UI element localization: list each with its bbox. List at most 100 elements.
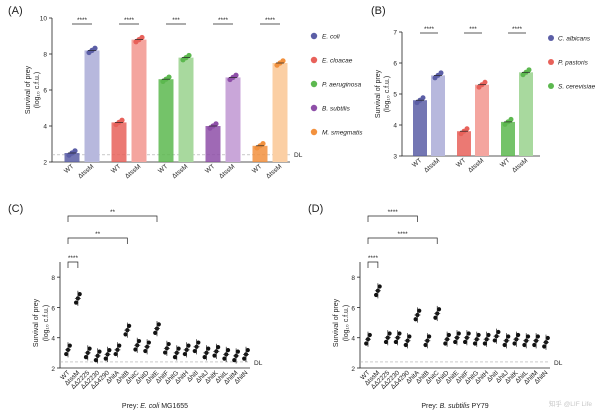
panel-b-legend-marker	[548, 35, 554, 41]
panel-c-prey-prefix: Prey:	[122, 403, 140, 410]
panel-a-legend-entry: P. aeruginosa	[322, 82, 362, 89]
panel-d-prey-caption: Prey: B. subtilis PY79	[421, 403, 488, 410]
panel-d-sig-label: ****	[368, 255, 379, 262]
panel-c-point	[117, 343, 122, 348]
panel-c-point	[172, 354, 178, 360]
panel-a-legend-marker	[310, 32, 318, 40]
panel-d-point	[417, 308, 422, 313]
panel-c-sig-label: **	[95, 231, 101, 238]
panel-b-legend-entry: C. albicans	[558, 36, 591, 43]
panel-a-legend-marker	[310, 104, 318, 112]
panel-a-sig-label: ****	[218, 17, 229, 24]
panel-d-ylabel-unit: (log₁₀ c.f.u.)	[343, 305, 350, 341]
panel-a-point	[280, 58, 286, 64]
panel-b-sig-label: ***	[469, 26, 477, 33]
panel-a-label: (A)	[8, 5, 23, 17]
panel-b-label: (B)	[371, 5, 386, 17]
panel-a-ytick-label: 8	[43, 52, 47, 59]
panel-b-legend-marker	[548, 83, 554, 89]
panel-d-label: (D)	[308, 203, 323, 215]
panel-b-point	[438, 70, 444, 76]
panel-d-point	[427, 334, 432, 339]
panel-c-point	[182, 351, 187, 357]
panel-a-legend-entry: B. subtilis	[322, 106, 351, 113]
panel-b-bar	[501, 121, 515, 156]
panel-c-point	[97, 349, 102, 354]
panel-b-xtick-label: ΔtssM	[511, 157, 529, 174]
panel-a-sig-label: ***	[172, 17, 180, 24]
panel-d-point	[387, 331, 392, 336]
panel-a-ytick-label: 2	[43, 160, 47, 167]
panel-c-point	[225, 348, 231, 353]
panel-c-sig-label: **	[110, 209, 116, 216]
panel-b-point	[464, 126, 470, 132]
panel-d-point	[496, 329, 501, 335]
panel-c-point	[83, 354, 89, 360]
panel-c-sig-bracket	[67, 237, 128, 244]
panel-c-point	[127, 323, 132, 329]
panel-c-point	[103, 356, 108, 361]
panel-d-sig-label: ****	[388, 209, 399, 216]
panel-a-xtick-label: ΔtssM	[218, 163, 236, 180]
panel-c-point	[87, 346, 92, 351]
panel-c-prey-species: E. coli	[140, 403, 160, 410]
panel-d-point	[502, 342, 507, 348]
panel-d-sig-bracket	[367, 237, 438, 244]
panel-d-point	[482, 341, 487, 346]
panel-c-point	[162, 350, 168, 355]
panel-b-xtick-label: WT	[411, 157, 423, 169]
panel-a-sig-label: ****	[77, 17, 88, 24]
panel-b-legend-marker	[548, 59, 554, 65]
panel-d-point	[433, 315, 438, 320]
panel-c-point	[143, 348, 148, 354]
panel-b-point	[420, 95, 426, 101]
panel-c-ylabel: Survival of prey	[33, 298, 40, 347]
panel-d-sig-bracket	[367, 215, 418, 222]
panel-d-point	[393, 339, 398, 345]
panel-a-legend-entry: E. coli	[322, 34, 340, 41]
panel-b-point	[508, 116, 514, 122]
panel-a-xtick-label: ΔtssM	[171, 163, 189, 180]
panel-d-point	[535, 334, 541, 339]
panel-b-ylabel: Survival of prey	[375, 69, 382, 118]
panel-a-legend-entry: M. smegmatis	[322, 130, 363, 137]
panel-d-point	[383, 339, 389, 345]
panel-d-point	[373, 292, 379, 298]
panel-b-ytick-label: 5	[393, 92, 397, 99]
panel-b-ylabel-unit: (log₁₀ c.f.u.)	[384, 76, 391, 112]
panel-d-ytick-label: 8	[351, 275, 355, 282]
panel-d-point	[545, 335, 550, 341]
panel-c-prey-strain: MG1655	[159, 403, 188, 410]
panel-a-xtick-label: WT	[63, 163, 75, 175]
panel-d-point	[413, 317, 418, 322]
panel-c-sig-bracket	[67, 215, 158, 222]
panel-c-point	[123, 332, 128, 337]
panel-a-xtick-label: ΔtssM	[265, 163, 283, 180]
panel-c-point	[136, 338, 142, 344]
panel-d-point	[446, 332, 452, 338]
panel-c-point	[186, 343, 191, 348]
panel-a-bar	[205, 126, 221, 162]
panel-a-point	[213, 121, 219, 127]
panel-a-legend-marker	[310, 128, 318, 136]
panel-d-point	[397, 331, 402, 336]
panel-c-sig-label: ****	[68, 255, 79, 262]
panel-a-bar	[131, 39, 147, 162]
panel-a-point	[119, 117, 125, 123]
panel-b-sig-label: ****	[424, 26, 435, 33]
panel-d-point	[364, 341, 369, 346]
panel-c-point	[222, 356, 227, 361]
panel-c-ytick-label: 6	[51, 305, 55, 312]
panel-c-ytick-label: 4	[51, 336, 55, 343]
panel-c-ytick-label: 8	[51, 275, 55, 282]
panel-b-xtick-label: WT	[455, 157, 467, 169]
panel-d-sig-label: ****	[398, 231, 409, 238]
panel-a-xtick-label: WT	[251, 163, 263, 175]
panel-b-bar	[519, 72, 533, 156]
panel-b-legend-entry: S. cerevisiae	[558, 84, 596, 91]
panel-d-ylabel: Survival of prey	[333, 298, 340, 347]
panel-d-sig-bracket	[367, 261, 379, 268]
panel-c-sig-bracket	[67, 261, 79, 268]
panel-d-point	[443, 341, 448, 346]
panel-c-prey-caption: Prey: E. coli MG1655	[122, 403, 188, 410]
